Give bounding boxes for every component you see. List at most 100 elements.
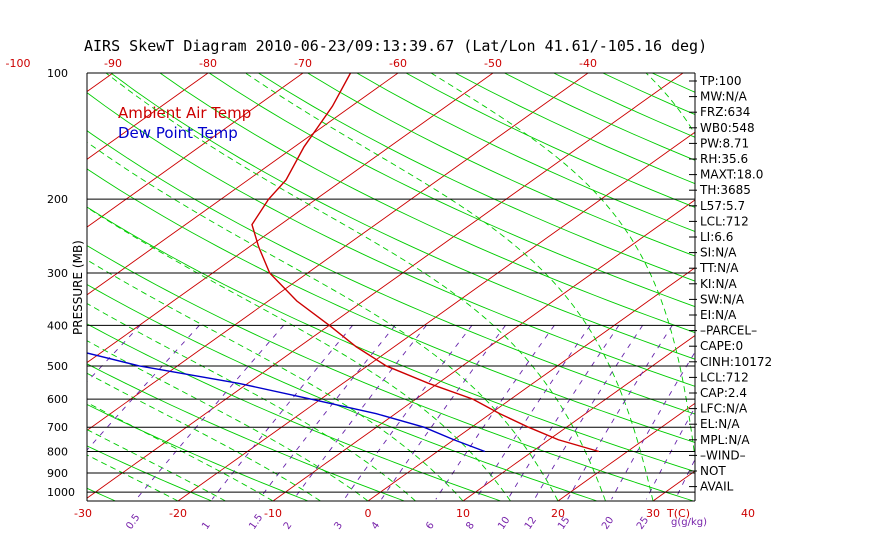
top-temp-tick-label: -70 (294, 57, 312, 70)
dry-adiabat-line (159, 73, 695, 334)
bottom-temp-tick-label: 40 (741, 507, 755, 520)
bottom-temp-tick-label: -20 (169, 507, 187, 520)
stat-label: MPL:N/A (700, 433, 750, 447)
dry-adiabat-line (87, 283, 598, 501)
moist-adiabat-line (87, 429, 226, 501)
dry-adiabat-line (87, 92, 695, 387)
stat-label: KI:N/A (700, 277, 737, 291)
pressure-tick-label: 900 (47, 467, 68, 480)
y-axis-label: PRESSURE (MB) (71, 240, 85, 335)
stat-label: MAXT:18.0 (700, 168, 763, 182)
top-temp-tick-label: -40 (579, 57, 597, 70)
axis-labels: 1002003004005006007008009001000-120-110-… (6, 57, 755, 532)
dry-adiabat-line (405, 73, 695, 208)
dry-adiabat-line (258, 73, 695, 282)
stat-label: AVAIL (700, 480, 734, 494)
stat-label: EI:N/A (700, 308, 737, 322)
dry-adiabat-line (208, 73, 695, 308)
mixing-ratio-tick-label: 1 (200, 520, 213, 532)
stat-label: LI:6.6 (700, 230, 733, 244)
dry-adiabat-line (87, 168, 695, 443)
dry-adiabat-line (87, 130, 695, 415)
top-temp-tick-label: -60 (389, 57, 407, 70)
pressure-tick-label: 500 (47, 360, 68, 373)
moist-adiabat-line (87, 141, 559, 501)
moist-adiabat-line (87, 340, 369, 501)
moist-adiabat-line (245, 73, 654, 501)
bottom-temp-tick-label: -30 (74, 507, 92, 520)
stat-label: WB0:548 (700, 121, 755, 135)
top-temp-tick-label: -50 (484, 57, 502, 70)
moist-adiabat-line (796, 73, 817, 501)
isotherm-line (462, 334, 695, 501)
mixing-ratio-line (435, 325, 555, 500)
bottom-temp-tick-label: 20 (551, 507, 565, 520)
x-axis-label: T(C) (666, 507, 690, 520)
isotherm-line (843, 73, 870, 501)
isotherm-line (87, 73, 684, 499)
dry-adiabat-line (455, 73, 695, 185)
mixing-ratio-line (258, 325, 396, 500)
dry-adiabat-line (750, 73, 870, 501)
moist-adiabat-line (105, 73, 606, 501)
stat-label: LFC:N/A (700, 402, 748, 416)
legend-ambient-air-temp: Ambient Air Temp (118, 104, 251, 122)
isotherm-line (367, 267, 695, 501)
dry-adiabat-line (87, 323, 501, 501)
mixing-ratio-line (611, 351, 695, 500)
top-temp-tick-label: -90 (104, 57, 122, 70)
stat-label: TT:N/A (699, 261, 739, 275)
dry-adiabat-line (651, 73, 695, 93)
mixing-ratio-tick-label: 6 (424, 520, 437, 532)
moist-adiabat-line (430, 73, 695, 461)
mixing-ratio-line (87, 325, 200, 451)
plot-area (0, 73, 870, 501)
pressure-tick-label: 600 (47, 393, 68, 406)
stat-label: CAPE:0 (700, 339, 743, 353)
mixing-ratio-tick-label: 20 (600, 515, 616, 532)
mixing-ratio-tick-label: 12 (523, 515, 539, 532)
stat-label: LCL:712 (700, 214, 749, 228)
dry-adiabat-line (356, 73, 695, 232)
isotherm-line (87, 73, 494, 364)
pressure-tick-label: 100 (47, 67, 68, 80)
pressure-tick-label: 300 (47, 267, 68, 280)
dew-point-temp-line (87, 352, 486, 453)
stat-label: CINH:10172 (700, 355, 772, 369)
pressure-tick-label: 200 (47, 193, 68, 206)
stat-label: MW:N/A (700, 90, 748, 104)
mixing-ratio-line (135, 325, 285, 500)
legend-dew-point-temp: Dew Point Temp (118, 124, 238, 142)
mixing-ratio-tick-label: 4 (370, 520, 383, 532)
stat-label: NOT (700, 464, 726, 478)
bottom-temp-tick-label: 10 (456, 507, 470, 520)
isotherm-line (0, 73, 18, 501)
stat-label: TP:100 (699, 74, 742, 88)
isotherm-line (652, 470, 695, 501)
top-temp-tick-label: -100 (6, 57, 31, 70)
pressure-tick-label: 1000 (47, 486, 75, 499)
isotherm-line (748, 73, 870, 501)
pressure-tick-label: 400 (47, 319, 68, 332)
isotherm-line (87, 73, 589, 431)
mixing-ratio-line (293, 325, 427, 500)
mixing-ratio-tick-label: 10 (496, 515, 512, 532)
mixing-ratio-line (381, 325, 506, 500)
stat-label: PW:8.71 (700, 136, 749, 150)
bottom-temp-tick-label: -10 (264, 507, 282, 520)
top-temp-tick-label: -80 (199, 57, 217, 70)
stat-label: –PARCEL– (700, 324, 757, 338)
moist-adiabat-line (87, 454, 179, 501)
dry-adiabat-line (87, 363, 405, 501)
bottom-temp-tick-label: 30 (646, 507, 660, 520)
isotherm-line (87, 73, 399, 296)
dry-adiabat-line (110, 73, 695, 360)
stat-label: L57:5.7 (700, 199, 745, 213)
dry-adiabat-line (800, 73, 870, 501)
dry-adiabat-line (0, 73, 19, 501)
bottom-temp-tick-label: 0 (365, 507, 372, 520)
stat-label: SW:N/A (700, 292, 745, 306)
pressure-tick-label: 700 (47, 421, 68, 434)
